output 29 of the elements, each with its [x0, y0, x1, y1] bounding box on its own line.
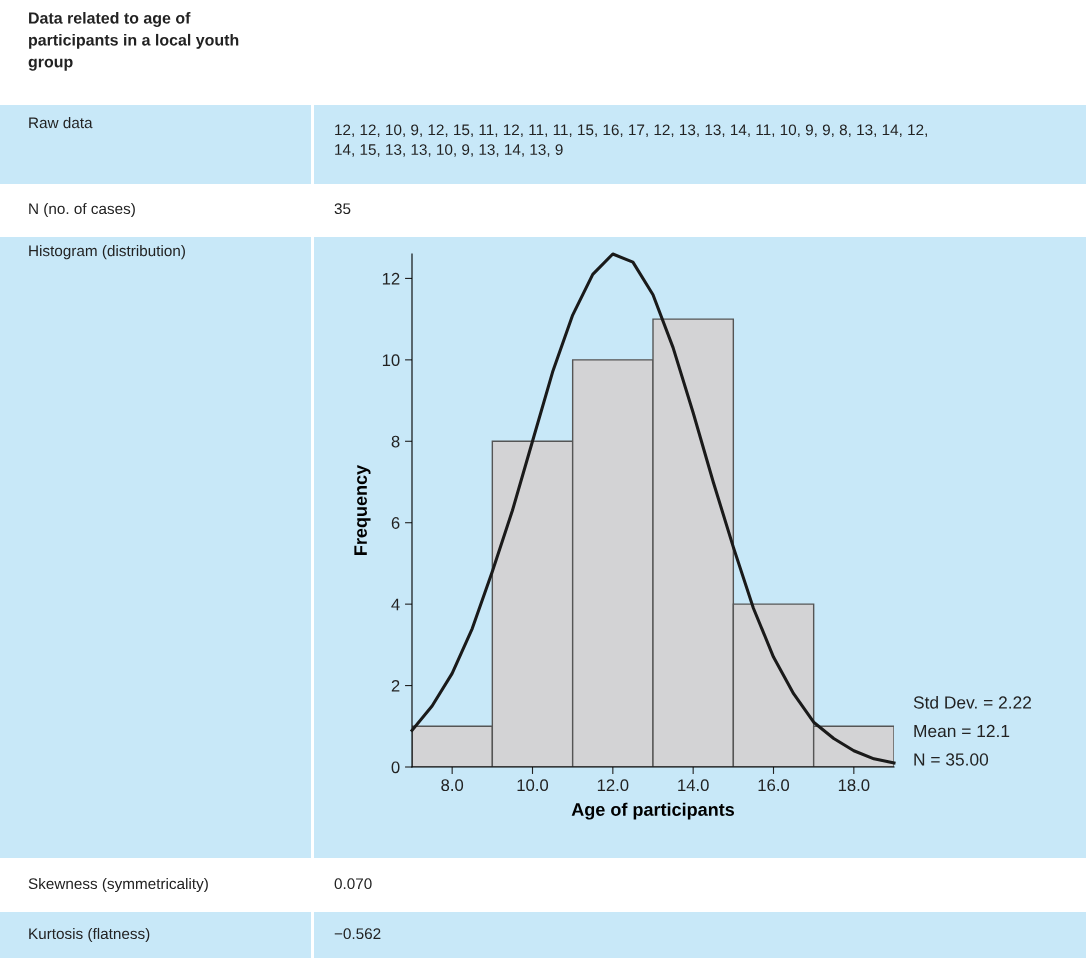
y-tick-label: 6 — [391, 517, 400, 529]
text: Std Dev. = 2.22 — [913, 695, 1031, 709]
x-tick-label: 18.0 — [838, 779, 870, 792]
x-axis-title: Age of participants — [571, 802, 735, 820]
text: Raw data — [29, 117, 93, 129]
line-series — [410, 252, 896, 765]
y-axis-title: Frequency — [354, 464, 371, 555]
x-tick-label: 16.0 — [758, 779, 790, 792]
text: N = 35.00 — [914, 753, 989, 766]
text: Kurtosis (flatness) — [29, 927, 150, 943]
y-tick-label: 10 — [382, 354, 400, 367]
text: 35 — [334, 203, 351, 215]
x-tick-label: 12.0 — [597, 779, 629, 792]
text: 12, 12, 10, 9, 12, 15, 11, 12, 11, 11, 15, 16, 17, 12, 13, 13, 14, 11, 10, 9, 9, 8, 13, 14, 12, 14, 15, 13, 13, 10, 9, 13, 14, 13, 9 — [335, 124, 927, 157]
text: Data related to age of participants in a local youth group — [28, 12, 239, 71]
y-tick-label: 2 — [391, 679, 400, 692]
x-tick-label: 8.0 — [441, 779, 464, 792]
text: −0.562 — [334, 928, 381, 940]
text: Mean = 12.1 — [914, 724, 1010, 738]
text: Skewness (symmetricality) — [28, 877, 208, 893]
text: 0.070 — [334, 878, 372, 890]
y-tick-label: 4 — [391, 598, 400, 611]
x-tick-label: 14.0 — [678, 779, 709, 792]
y-tick-label: 8 — [391, 435, 400, 448]
text: N (no. of cases) — [29, 202, 135, 218]
y-tick-label: 12 — [382, 272, 400, 285]
y-tick-label: 0 — [391, 761, 400, 774]
text: Histogram (distribution) — [29, 245, 185, 260]
x-tick-label: 10.0 — [517, 779, 549, 792]
